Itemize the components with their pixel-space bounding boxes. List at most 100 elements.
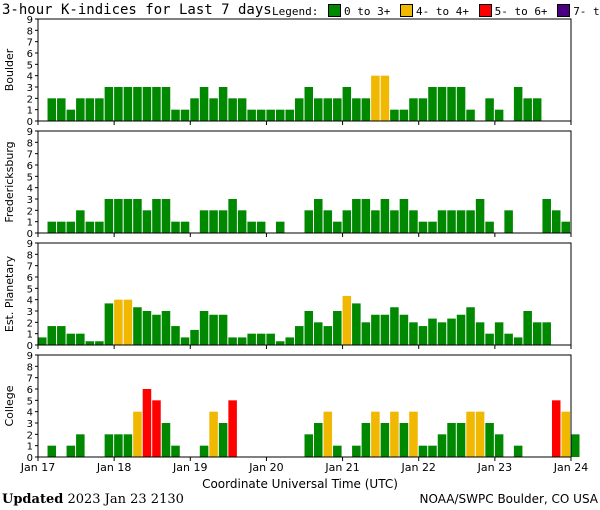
y-tick-label: 1 (27, 218, 33, 229)
k-index-bar (247, 333, 256, 345)
k-index-bar (342, 295, 352, 345)
k-index-bar (352, 199, 361, 233)
k-index-bar (114, 434, 123, 457)
k-index-bar (133, 87, 142, 121)
k-index-bar (504, 210, 513, 233)
k-index-bar (485, 98, 494, 121)
k-index-bar (447, 423, 456, 457)
k-index-bar (266, 109, 275, 121)
legend-item-label: 5- to 6+ (494, 5, 548, 18)
y-tick-label: 3 (27, 195, 33, 206)
k-index-bar (523, 98, 532, 121)
y-tick-label: 1 (27, 106, 33, 117)
k-index-bar (399, 314, 409, 345)
k-index-bar (114, 299, 123, 345)
legend-swatch-green (327, 4, 341, 17)
k-index-bar (133, 307, 142, 345)
k-index-bar (66, 221, 76, 233)
k-index-bar (551, 400, 561, 457)
x-date-label: Jan 22 (400, 461, 435, 474)
k-index-bar (199, 87, 209, 121)
y-tick-label: 5 (27, 172, 33, 183)
k-index-bar (418, 445, 428, 457)
y-tick-label: 0 (27, 341, 33, 352)
updated-label: Updated (2, 492, 64, 507)
k-index-bar (409, 98, 418, 121)
y-tick-label: 3 (27, 83, 33, 94)
k-index-bar (342, 210, 352, 233)
k-index-bar (142, 210, 152, 233)
y-tick-label: 0 (27, 453, 33, 464)
legend-label: Legend: (272, 5, 319, 18)
k-index-bar (304, 311, 314, 345)
station-label: Boulder (3, 48, 16, 91)
k-index-bar (333, 311, 342, 345)
k-index-bar (418, 98, 428, 121)
k-index-bar (47, 326, 57, 345)
k-index-bar (237, 337, 247, 345)
y-tick-label: 6 (27, 49, 33, 60)
k-index-bar (123, 434, 133, 457)
y-tick-label: 8 (27, 250, 33, 261)
x-date-label: Jan 19 (172, 461, 207, 474)
x-date-label: Jan 20 (248, 461, 283, 474)
k-index-bar (266, 333, 275, 345)
k-index-bar (314, 322, 323, 345)
k-index-bar (409, 210, 418, 233)
k-index-bar (218, 314, 228, 345)
k-index-bar (104, 303, 114, 345)
k-index-bar (456, 87, 466, 121)
k-index-bar (152, 199, 161, 233)
k-index-bar (76, 333, 85, 345)
k-index-bar (66, 333, 76, 345)
k-index-bar (409, 411, 418, 457)
y-tick-label: 9 (27, 239, 33, 250)
panel-frame (37, 130, 572, 234)
k-index-bar (371, 314, 380, 345)
k-index-bar (551, 210, 561, 233)
k-index-bar (152, 400, 161, 457)
k-index-bar (456, 210, 466, 233)
k-index-bar (342, 87, 352, 121)
k-index-bar (418, 326, 428, 345)
k-index-bar (513, 87, 523, 121)
k-index-bar (123, 299, 133, 345)
k-index-bar (180, 109, 190, 121)
panel-frame (37, 354, 572, 458)
k-index-bar (142, 87, 152, 121)
legend-item-quiet: 0 to 3+ (325, 4, 390, 18)
k-index-bar (371, 210, 380, 233)
k-index-bar (85, 98, 95, 121)
k-index-bar (171, 326, 180, 345)
k-index-bar (275, 109, 285, 121)
k-index-bar (485, 333, 494, 345)
station-label: College (3, 385, 16, 426)
legend: Legend: 0 to 3+ 4- to 4+ 5- to 6+ 7- to … (272, 4, 600, 18)
k-index-bar (428, 445, 437, 457)
k-index-bar (494, 434, 504, 457)
k-index-bar (218, 210, 228, 233)
k-index-bar (199, 445, 209, 457)
k-index-bar (361, 322, 371, 345)
k-index-bar (447, 318, 456, 345)
y-tick-label: 9 (27, 127, 33, 138)
k-index-bar (85, 221, 95, 233)
y-tick-label: 3 (27, 419, 33, 430)
y-tick-label: 2 (27, 206, 33, 217)
panel-frame (37, 242, 572, 346)
k-index-bar (180, 337, 190, 345)
k-index-bar (57, 221, 66, 233)
k-index-bar (390, 411, 399, 457)
k-index-bar (218, 423, 228, 457)
x-date-label: Jan 18 (96, 461, 131, 474)
k-index-bar (437, 210, 447, 233)
legend-swatch-purple (557, 4, 571, 17)
k-index-bar (247, 221, 256, 233)
k-index-bar (437, 434, 447, 457)
k-index-bar (532, 98, 542, 121)
k-index-bar (399, 199, 409, 233)
k-index-bar (428, 87, 437, 121)
k-index-bar (209, 314, 218, 345)
y-tick-label: 4 (27, 408, 33, 419)
y-tick-label: 8 (27, 362, 33, 373)
